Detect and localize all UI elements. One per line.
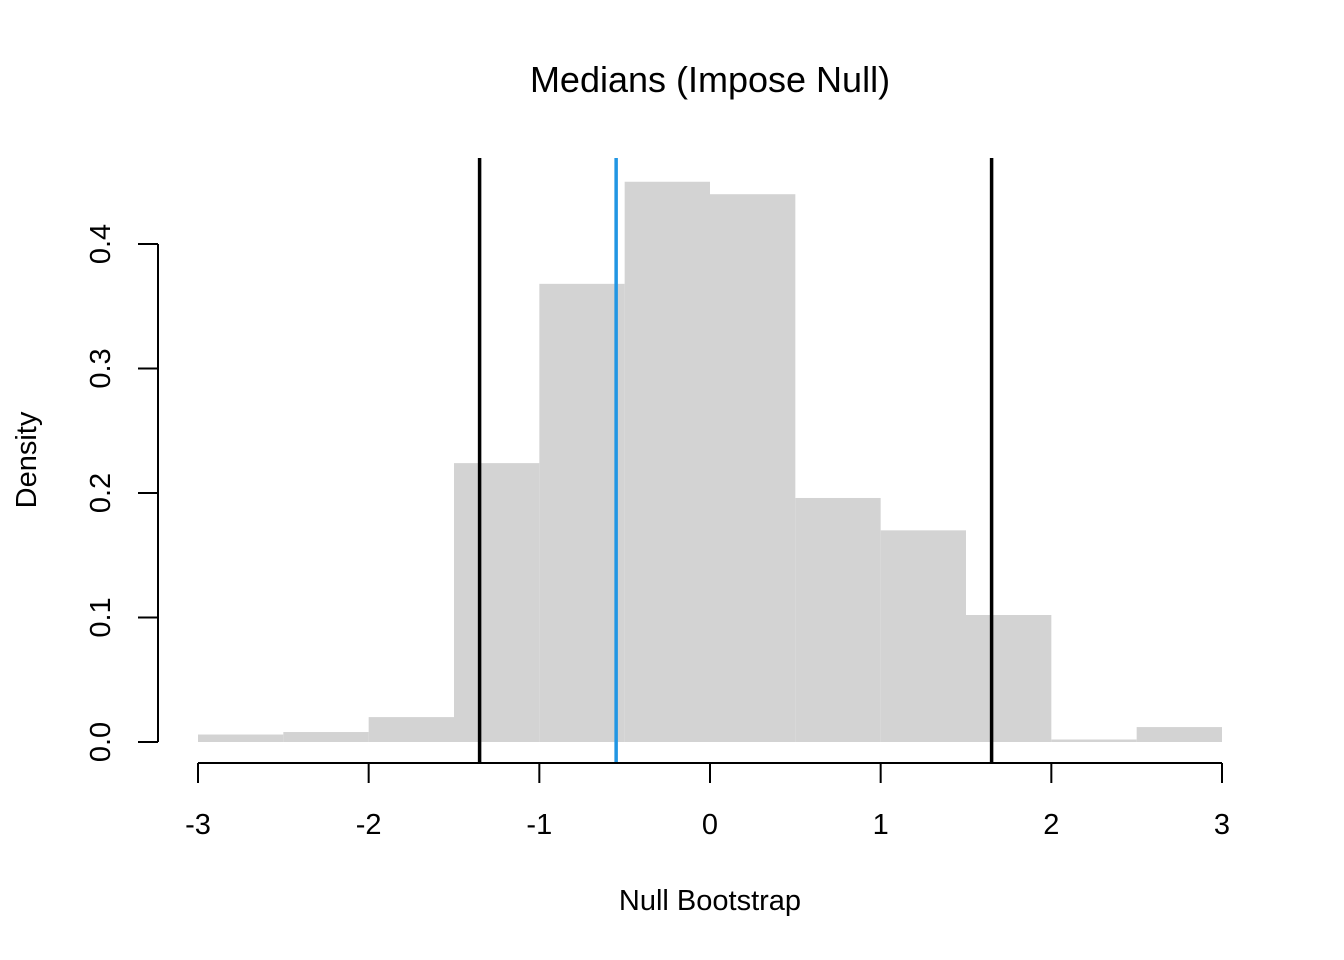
y-tick-label-0: 0.0 <box>85 722 117 762</box>
y-tick-label-1: 0.1 <box>85 597 117 637</box>
histogram-bar-5 <box>624 181 710 742</box>
x-tick-label-6: 3 <box>1214 809 1230 841</box>
x-tick-label-0: -3 <box>185 809 211 841</box>
reference-lines <box>477 158 994 763</box>
y-axis: 0.0 0.1 0.2 0.3 0.4 <box>85 224 159 762</box>
histogram-bar-1 <box>283 732 369 742</box>
y-axis-label: Density <box>11 411 43 508</box>
histogram-bar-4 <box>539 283 625 742</box>
histogram-bar-3 <box>454 463 540 742</box>
histogram-bar-0 <box>198 734 284 742</box>
chart-title: Medians (Impose Null) <box>530 59 890 100</box>
x-tick-label-1: -2 <box>356 809 382 841</box>
x-tick-label-4: 1 <box>873 809 889 841</box>
histogram-bar-6 <box>710 194 796 742</box>
x-axis: -3 -2 -1 0 1 2 3 <box>185 762 1230 841</box>
y-tick-label-3: 0.3 <box>85 348 117 388</box>
x-axis-label: Null Bootstrap <box>619 885 801 917</box>
y-tick-label-4: 0.4 <box>85 224 117 264</box>
histogram-bar-10 <box>1051 739 1137 742</box>
histogram-bar-2 <box>368 717 454 742</box>
x-tick-label-5: 2 <box>1043 809 1059 841</box>
histogram-bar-7 <box>795 497 881 742</box>
x-tick-label-3: 0 <box>702 809 718 841</box>
y-tick-label-2: 0.2 <box>85 473 117 513</box>
histogram-bars <box>198 181 1222 742</box>
histogram-bar-9 <box>966 615 1052 742</box>
x-tick-label-2: -1 <box>526 809 552 841</box>
histogram-bar-8 <box>880 530 966 742</box>
histogram-bar-11 <box>1136 727 1222 742</box>
